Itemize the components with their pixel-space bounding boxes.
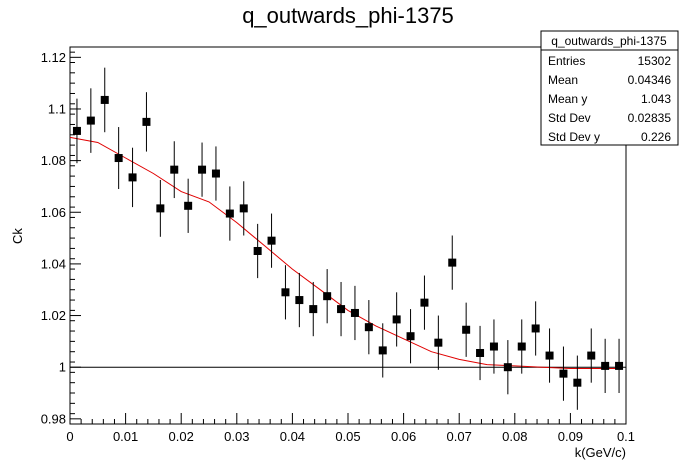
data-point	[545, 351, 554, 360]
y-axis-label: Ck	[10, 228, 25, 244]
data-point	[420, 298, 429, 307]
stats-value: 0.04346	[628, 73, 672, 87]
data-point	[281, 288, 290, 297]
y-tick-label: 1.08	[41, 153, 66, 168]
data-points	[72, 67, 624, 410]
data-point	[489, 342, 498, 351]
data-point	[253, 246, 262, 255]
data-point	[337, 305, 346, 314]
stats-value: 0.226	[641, 130, 671, 144]
stats-label: Std Dev y	[548, 130, 600, 144]
x-tick-label: 0.02	[169, 429, 194, 444]
data-point	[184, 201, 193, 210]
fit-line	[69, 136, 621, 369]
data-point	[587, 351, 596, 360]
data-point	[142, 117, 151, 126]
data-point	[211, 169, 220, 178]
x-tick-label: 0.08	[502, 429, 527, 444]
stats-label: Entries	[548, 54, 585, 68]
y-tick-label: 1.12	[41, 50, 66, 65]
data-point	[295, 296, 304, 305]
data-point	[114, 154, 123, 163]
y-tick-label: 1.02	[41, 308, 66, 323]
data-point	[378, 346, 387, 355]
stats-label: Mean y	[548, 92, 587, 106]
data-point	[156, 204, 165, 213]
data-point	[531, 324, 540, 333]
stats-box: q_outwards_phi-1375 Entries 15302 Mean 0.04…	[540, 30, 679, 146]
data-point	[392, 315, 401, 324]
data-point	[448, 258, 457, 267]
data-point	[573, 378, 582, 387]
data-point	[503, 363, 512, 372]
x-tick-label: 0.04	[280, 429, 305, 444]
chart-title: q_outwards_phi-1375	[242, 3, 454, 28]
y-tick-label: 1.04	[41, 256, 66, 271]
data-point	[517, 342, 526, 351]
x-tick-label: 0.07	[447, 429, 472, 444]
stats-value: 15302	[638, 54, 672, 68]
stats-label: Std Dev	[548, 111, 591, 125]
data-point	[225, 209, 234, 218]
data-point	[100, 95, 109, 104]
y-tick-label: 0.98	[41, 411, 66, 426]
data-point	[72, 126, 81, 135]
data-point	[170, 165, 179, 174]
x-tick-label: 0.1	[617, 429, 635, 444]
stats-value: 1.043	[641, 92, 671, 106]
y-tick-label: 1	[59, 360, 66, 375]
data-point	[128, 173, 137, 182]
data-point	[615, 361, 624, 370]
data-point	[601, 361, 610, 370]
data-point	[309, 305, 318, 314]
x-tick-label: 0.06	[391, 429, 416, 444]
x-tick-label: 0.05	[335, 429, 360, 444]
data-point	[364, 323, 373, 332]
stats-value: 0.02835	[628, 111, 672, 125]
stats-box-title: q_outwards_phi-1375	[551, 34, 667, 48]
y-tick-label: 1.06	[41, 205, 66, 220]
data-point	[323, 292, 332, 301]
data-point	[476, 348, 485, 357]
x-tick-label: 0.01	[113, 429, 138, 444]
data-point	[239, 204, 248, 213]
data-point	[434, 338, 443, 347]
data-point	[267, 236, 276, 245]
data-point	[350, 308, 359, 317]
x-tick-label: 0	[66, 429, 73, 444]
x-tick-label: 0.03	[224, 429, 249, 444]
stats-box-frame	[540, 30, 679, 146]
y-axis: 0.98 1 1.02 1.04 1.06 1.08 1.1 1.12	[41, 50, 81, 426]
y-tick-label: 1.1	[48, 101, 66, 116]
x-axis: 0 0.01 0.02 0.03 0.04 0.05 0.06 0.07 0.08 0.09 0.1	[66, 413, 635, 444]
data-point	[86, 116, 95, 125]
stats-label: Mean	[548, 73, 578, 87]
data-point	[406, 332, 415, 341]
x-tick-label: 0.09	[558, 429, 583, 444]
data-point	[462, 325, 471, 334]
x-axis-label: k(GeV/c)	[575, 445, 626, 460]
data-point	[198, 165, 207, 174]
data-point	[559, 369, 568, 378]
